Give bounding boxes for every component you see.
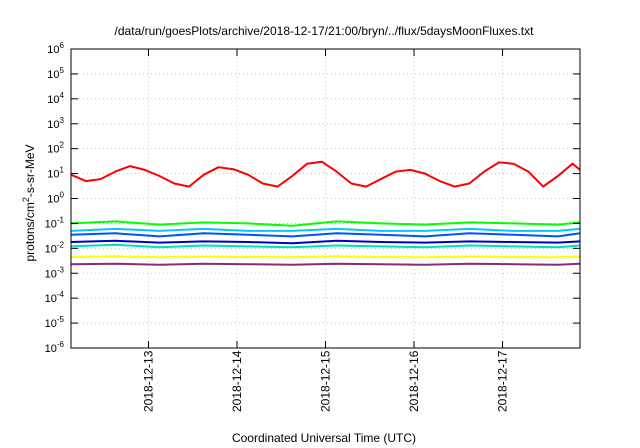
x-tick-label: 2018-12-17 [496,350,510,412]
y-tick-exponent: 5 [60,66,65,75]
chart-title: /data/run/goesPlots/archive/2018-12-17/2… [115,24,535,38]
series-line-8 [70,262,581,266]
y-tick-base: 10 [45,318,57,330]
y-tick-label: 106 [47,41,64,56]
y-tick-exponent: -6 [57,340,65,349]
y-tick-exponent: -5 [57,315,65,324]
y-axis-label-suffix: -s-sr-MeV [23,144,37,197]
x-tick-labels: 2018-12-13 2018-12-14 2018-12-15 2018-12-16… [141,350,509,412]
y-tick-exponent: 2 [60,141,65,150]
y-tick-exponent: 0 [60,191,65,200]
y-tick-label: 102 [47,141,64,156]
series-line-2 [70,220,581,227]
x-tick-label: 2018-12-13 [141,350,155,412]
y-tick-label: 103 [47,116,64,131]
y-tick-base: 10 [45,268,57,280]
series-line-3 [70,227,581,232]
y-tick-label: 105 [47,66,64,81]
y-tick-label: 104 [47,91,64,106]
y-tick-label: 10-2 [45,240,65,255]
series-line-1 [70,160,581,188]
y-tick-labels: 10-610-510-410-310-210-11001011021031041… [45,41,65,355]
y-axis-label-prefix: protons/cm [23,202,37,261]
y-tick-label: 10-4 [45,290,65,305]
y-tick-exponent: -3 [57,265,65,274]
y-tick-exponent: -4 [57,290,65,299]
x-tick-label: 2018-12-16 [407,350,421,412]
y-tick-base: 10 [47,94,59,106]
y-tick-base: 10 [45,343,57,355]
y-tick-exponent: -1 [57,215,65,224]
series-group [70,160,581,266]
y-tick-base: 10 [47,144,59,156]
y-tick-label: 10-6 [45,340,65,355]
y-tick-label: 10-5 [45,315,65,330]
y-tick-base: 10 [47,194,59,206]
series-line-5 [70,243,581,249]
y-tick-exponent: 3 [60,116,65,125]
y-tick-exponent: 4 [60,91,65,100]
y-tick-label: 10-3 [45,265,65,280]
y-tick-base: 10 [45,293,57,305]
series-line-6 [70,239,581,245]
x-tick-label: 2018-12-14 [230,350,244,412]
x-axis-label: Coordinated Universal Time (UTC) [232,431,416,445]
series-line-4 [70,232,581,238]
y-tick-base: 10 [47,119,59,131]
y-axis-label: protons/cm2-s-sr-MeV [21,144,37,261]
x-tick-label: 2018-12-15 [319,350,333,412]
axis-ticks [71,48,580,349]
y-tick-label: 100 [47,191,64,206]
y-tick-label: 101 [47,166,64,181]
y-tick-base: 10 [45,218,57,230]
y-tick-exponent: 1 [60,166,65,175]
y-tick-exponent: -2 [57,240,65,249]
series-line-7 [70,255,581,259]
y-tick-base: 10 [47,44,59,56]
y-axis-label-sup: 2 [21,197,31,202]
y-tick-label: 10-1 [45,215,65,230]
y-tick-base: 10 [45,243,57,255]
y-tick-base: 10 [47,69,59,81]
y-tick-exponent: 6 [60,41,65,50]
y-tick-base: 10 [47,169,59,181]
